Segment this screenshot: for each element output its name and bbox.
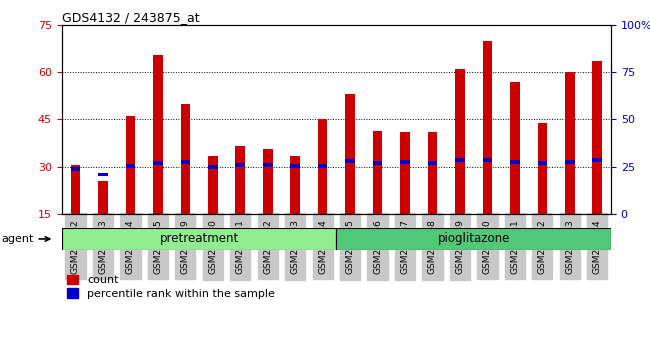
Bar [538, 161, 547, 165]
Bar [181, 104, 190, 214]
Bar [455, 69, 465, 214]
Bar [98, 181, 108, 214]
Bar [565, 72, 575, 214]
Bar [153, 55, 162, 214]
Bar [345, 94, 355, 214]
Bar [372, 131, 382, 214]
Bar [125, 116, 135, 214]
Bar [291, 156, 300, 214]
Bar [428, 132, 437, 214]
Bar [71, 167, 81, 171]
Bar [565, 160, 575, 164]
Bar [263, 149, 272, 214]
Bar [71, 165, 81, 214]
Bar [592, 61, 602, 214]
Bar [318, 119, 328, 214]
Bar [538, 122, 547, 214]
Text: agent: agent [1, 234, 49, 244]
Bar [263, 163, 272, 167]
Text: pretreatment: pretreatment [159, 233, 239, 245]
Bar [482, 41, 492, 214]
Bar [62, 228, 337, 250]
Bar [592, 158, 602, 162]
Bar [400, 160, 410, 164]
Legend: count, percentile rank within the sample: count, percentile rank within the sample [68, 275, 275, 299]
Bar [455, 158, 465, 162]
Bar [98, 172, 108, 176]
Bar [337, 228, 611, 250]
Bar [345, 159, 355, 163]
Bar [400, 132, 410, 214]
Bar [291, 164, 300, 168]
Bar [153, 161, 162, 165]
Bar [181, 160, 190, 164]
Bar [125, 164, 135, 168]
Bar [482, 158, 492, 162]
Bar [235, 163, 245, 167]
Bar [372, 161, 382, 165]
Bar [318, 164, 328, 168]
Text: GDS4132 / 243875_at: GDS4132 / 243875_at [62, 11, 200, 24]
Bar [208, 165, 218, 169]
Bar [510, 81, 520, 214]
Bar [428, 161, 437, 165]
Bar [510, 160, 520, 164]
Text: pioglitazone: pioglitazone [437, 233, 510, 245]
Bar [208, 156, 218, 214]
Bar [235, 146, 245, 214]
